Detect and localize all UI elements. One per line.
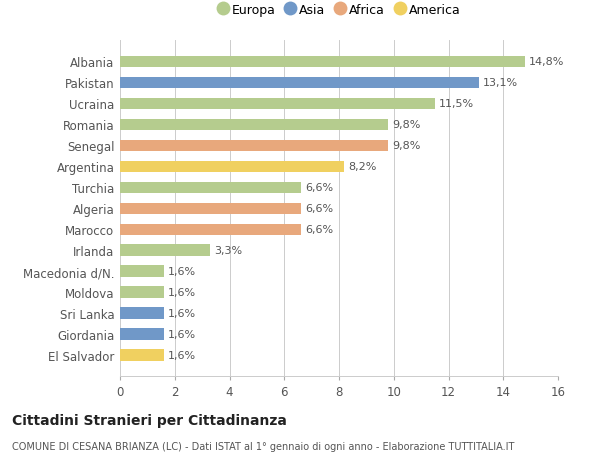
Text: COMUNE DI CESANA BRIANZA (LC) - Dati ISTAT al 1° gennaio di ogni anno - Elaboraz: COMUNE DI CESANA BRIANZA (LC) - Dati IST… — [12, 441, 514, 451]
Bar — [120, 224, 301, 235]
Legend: Europa, Asia, Africa, America: Europa, Asia, Africa, America — [218, 4, 460, 17]
Bar — [120, 98, 435, 110]
Text: Cittadini Stranieri per Cittadinanza: Cittadini Stranieri per Cittadinanza — [12, 413, 287, 427]
Bar — [120, 203, 301, 215]
Bar — [120, 182, 301, 194]
Text: 9,8%: 9,8% — [392, 141, 421, 151]
Bar — [120, 161, 344, 173]
Bar — [120, 329, 164, 340]
Text: 1,6%: 1,6% — [168, 288, 196, 297]
Text: 3,3%: 3,3% — [214, 246, 242, 256]
Bar — [120, 140, 388, 152]
Bar — [120, 56, 525, 68]
Text: 1,6%: 1,6% — [168, 308, 196, 319]
Bar — [120, 245, 211, 257]
Text: 1,6%: 1,6% — [168, 267, 196, 277]
Text: 1,6%: 1,6% — [168, 330, 196, 340]
Text: 6,6%: 6,6% — [305, 204, 333, 214]
Bar — [120, 308, 164, 319]
Text: 13,1%: 13,1% — [483, 78, 518, 88]
Bar — [120, 350, 164, 361]
Text: 6,6%: 6,6% — [305, 183, 333, 193]
Text: 11,5%: 11,5% — [439, 99, 474, 109]
Text: 14,8%: 14,8% — [529, 57, 565, 67]
Text: 8,2%: 8,2% — [349, 162, 377, 172]
Text: 6,6%: 6,6% — [305, 225, 333, 235]
Bar — [120, 119, 388, 131]
Bar — [120, 287, 164, 298]
Bar — [120, 78, 479, 89]
Text: 1,6%: 1,6% — [168, 350, 196, 360]
Text: 9,8%: 9,8% — [392, 120, 421, 130]
Bar — [120, 266, 164, 277]
